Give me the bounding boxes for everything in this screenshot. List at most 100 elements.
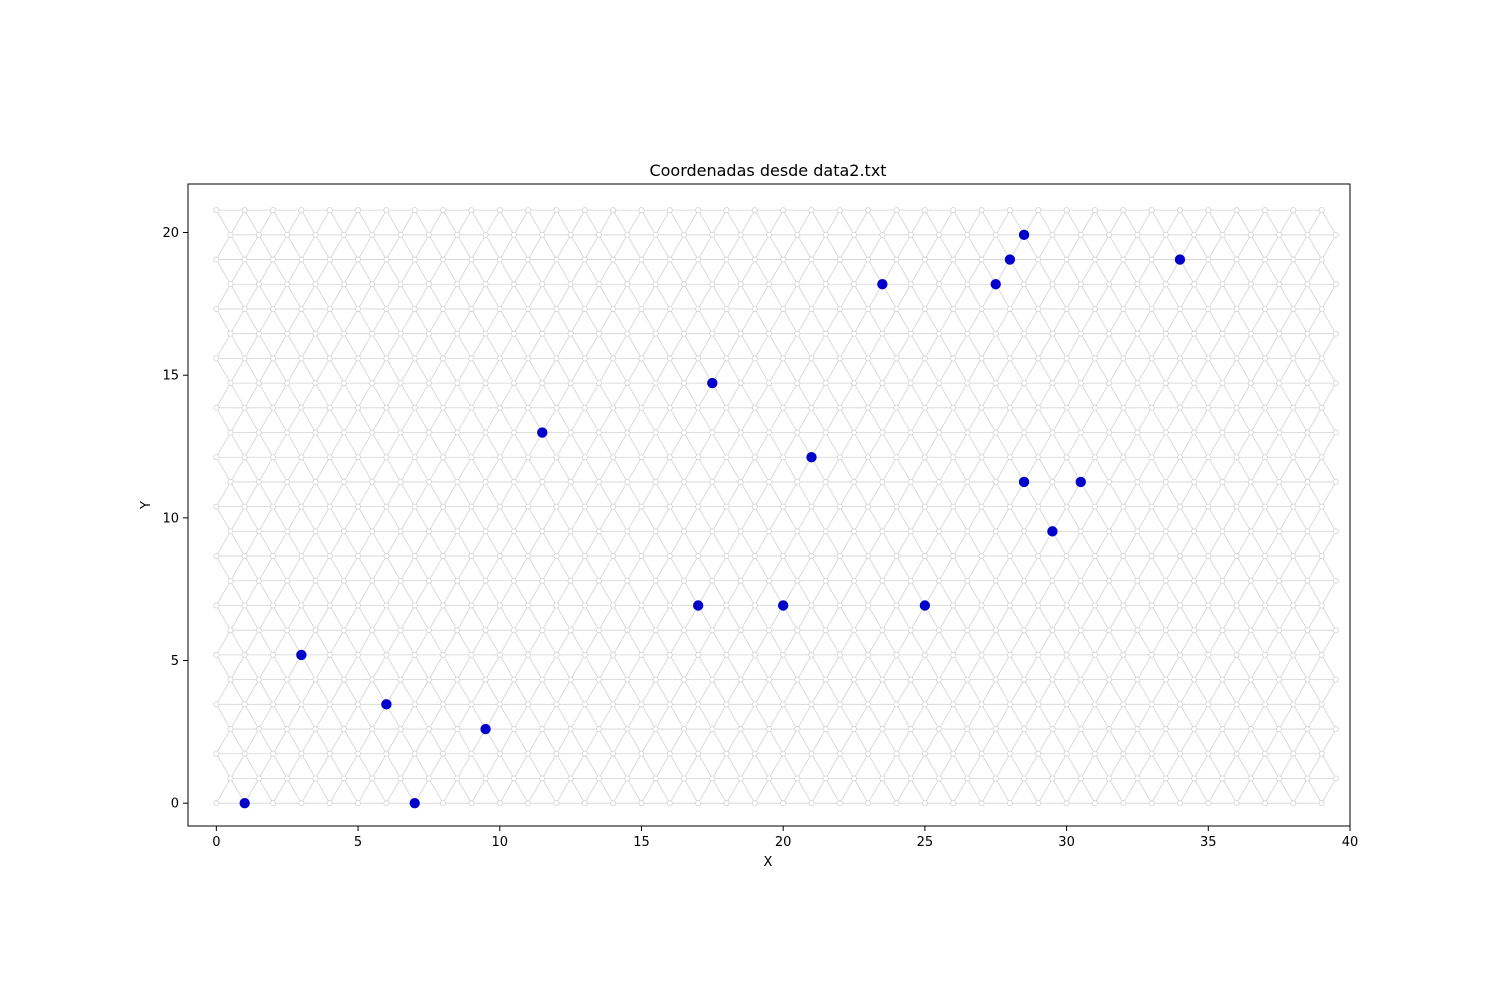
lattice-edge (1292, 481, 1308, 507)
lattice-edge (626, 531, 642, 557)
lattice-edge (513, 531, 529, 557)
lattice-edge (839, 506, 855, 532)
lattice-node (1205, 256, 1212, 263)
lattice-edge (853, 753, 869, 779)
lattice-edge (527, 654, 543, 680)
lattice-node (213, 750, 220, 757)
lattice-edge (1052, 358, 1067, 384)
lattice-edge (527, 209, 543, 236)
lattice-node (1021, 281, 1028, 288)
lattice-edge (740, 209, 756, 236)
lattice-edge (867, 432, 883, 458)
lattice-edge (612, 630, 628, 656)
lattice-edge (612, 432, 628, 458)
lattice-node (1006, 602, 1013, 609)
lattice-edge (1207, 234, 1223, 260)
lattice-node (1176, 701, 1183, 708)
lattice-edge (456, 432, 472, 458)
lattice-node (1261, 750, 1268, 757)
lattice-node (1205, 750, 1212, 757)
lattice-node (921, 256, 928, 263)
lattice-edge (1307, 630, 1323, 656)
lattice-edge (1165, 753, 1181, 779)
lattice-edge (471, 605, 486, 631)
lattice-edge (1292, 333, 1308, 359)
lattice-node (680, 627, 687, 634)
lattice-edge (1307, 407, 1323, 433)
lattice-edge (1023, 358, 1039, 384)
lattice-edge (301, 333, 316, 359)
lattice-node (581, 256, 588, 263)
lattice-edge (811, 778, 827, 804)
lattice-edge (825, 506, 841, 532)
lattice-edge (924, 382, 940, 409)
lattice-node (510, 231, 517, 238)
lattice-edge (301, 432, 316, 458)
lattice-node (978, 503, 985, 510)
lattice-edge (811, 555, 827, 581)
lattice-node (907, 627, 914, 634)
lattice-node (1162, 380, 1169, 387)
lattice-node (539, 281, 546, 288)
lattice-edge (556, 234, 571, 260)
lattice-edge (400, 259, 416, 285)
lattice-edge (967, 531, 982, 557)
lattice-edge (499, 630, 515, 656)
lattice-edge (471, 506, 486, 532)
lattice-edge (669, 457, 685, 483)
lattice-node (567, 478, 574, 485)
lattice-edge (1307, 284, 1323, 310)
lattice-edge (301, 704, 316, 730)
lattice-edge (1236, 605, 1252, 631)
lattice-edge (1292, 358, 1308, 384)
lattice-edge (1250, 358, 1266, 384)
lattice-edge (1094, 753, 1110, 779)
lattice-edge (910, 778, 926, 804)
lattice-edge (357, 308, 373, 334)
lattice-node (921, 750, 928, 757)
lattice-node (893, 701, 900, 708)
lattice-node (539, 726, 546, 733)
lattice-edge (1094, 333, 1110, 359)
lattice-edge (867, 728, 883, 754)
lattice-edge (371, 630, 387, 656)
lattice-edge (938, 284, 954, 310)
lattice-edge (1122, 209, 1138, 236)
lattice-edge (456, 753, 472, 779)
lattice-edge (1052, 630, 1067, 656)
lattice-node (666, 701, 673, 708)
lattice-edge (272, 432, 288, 458)
lattice-node (595, 775, 602, 782)
lattice-node (1261, 503, 1268, 510)
lattice-node (482, 478, 489, 485)
lattice-edge (1080, 704, 1096, 730)
lattice-node (1219, 231, 1226, 238)
lattice-node (766, 528, 773, 535)
lattice-node (1191, 429, 1198, 436)
lattice-edge (1222, 630, 1237, 656)
lattice-edge (471, 531, 486, 557)
lattice-edge (683, 778, 699, 804)
lattice-edge (825, 704, 841, 730)
lattice-edge (1052, 728, 1067, 754)
lattice-node (383, 305, 390, 312)
lattice-edge (1264, 679, 1280, 705)
lattice-edge (442, 778, 458, 804)
lattice-edge (882, 407, 897, 433)
lattice-edge (910, 259, 926, 285)
lattice-node (525, 404, 532, 411)
lattice-edge (428, 358, 444, 384)
lattice-edge (584, 481, 600, 507)
x-tick-label: 0 (212, 835, 220, 850)
lattice-node (383, 256, 390, 263)
lattice-node (340, 627, 347, 634)
lattice-edge (1037, 358, 1053, 384)
lattice-edge (1122, 778, 1138, 804)
lattice-edge (244, 753, 260, 779)
lattice-node (525, 454, 532, 461)
lattice-edge (669, 481, 685, 507)
lattice-edge (683, 753, 699, 779)
lattice-edge (286, 605, 302, 631)
lattice-edge (258, 728, 274, 754)
lattice-edge (952, 679, 968, 705)
